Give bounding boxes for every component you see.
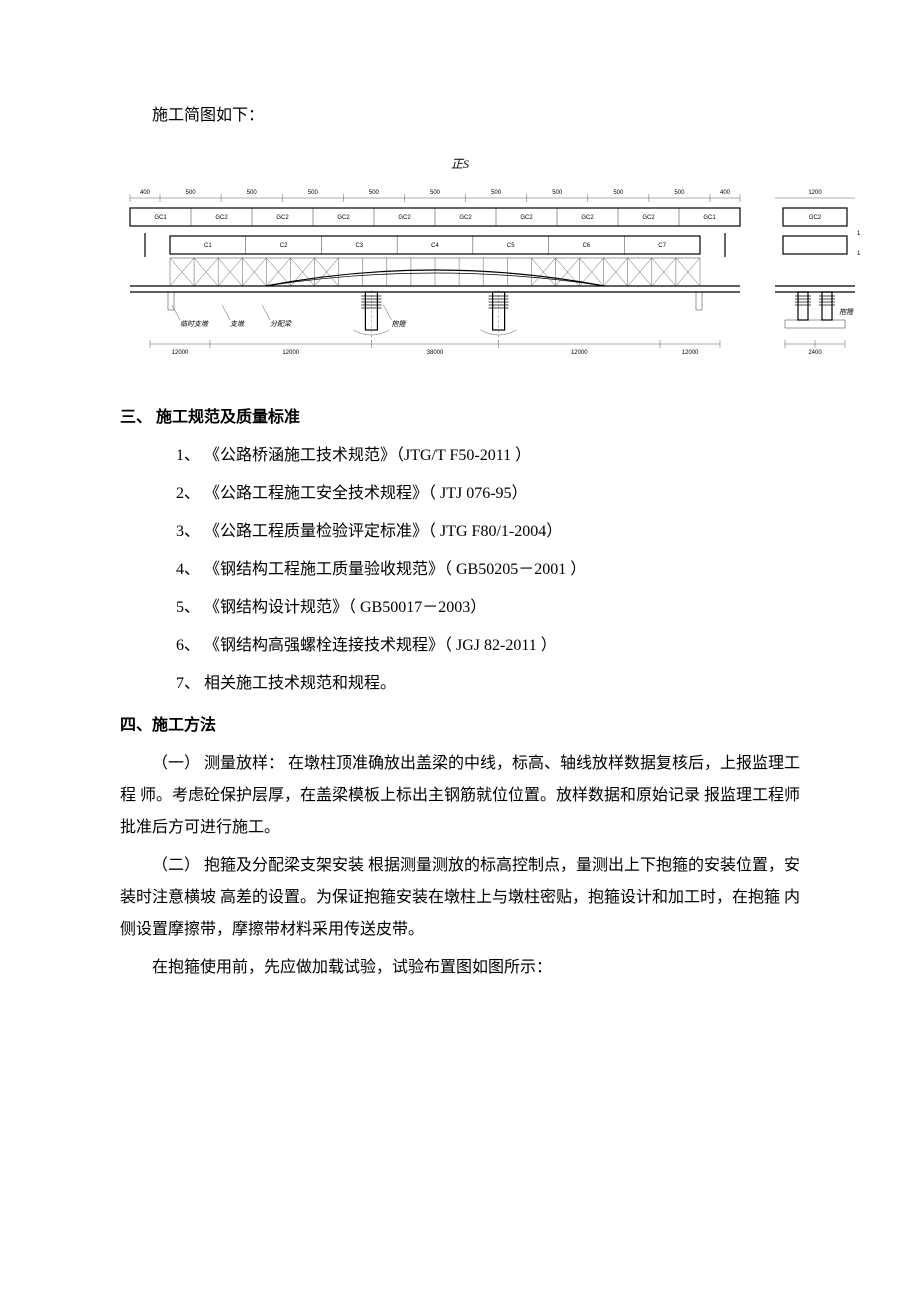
svg-text:500: 500 [674,190,685,196]
svg-text:GC1: GC1 [703,215,716,221]
svg-text:GC2: GC2 [520,215,533,221]
bridge-elevation-svg: 400 500 500 500 500 500 500 500 500 500 400 GC1 GC2 G… [120,180,860,360]
svg-text:12000: 12000 [172,350,189,356]
svg-text:支墩: 支墩 [230,320,245,328]
svg-text:GC2: GC2 [398,215,411,221]
svg-text:GC2: GC2 [581,215,594,221]
svg-text:1200: 1200 [808,190,822,196]
spec-item-5: 5、 《钢结构设计规范》（ GB50017－2003） [120,592,800,624]
svg-text:C2: C2 [280,243,288,249]
svg-text:GC2: GC2 [337,215,350,221]
svg-text:GC2: GC2 [642,215,655,221]
spec-item-7: 7、 相关施工技术规范和规程。 [120,668,800,700]
svg-text:500: 500 [247,190,258,196]
method-para-2: （二） 抱箍及分配梁支架安装 根据测量测放的标高控制点，量测出上下抱箍的安装位置… [120,850,800,946]
method-para-1: （一） 测量放样： 在墩柱顶准确放出盖梁的中线，标高、轴线放样数据复核后，上报监… [120,748,800,844]
svg-text:2400: 2400 [808,350,822,356]
svg-text:400: 400 [720,190,731,196]
svg-text:500: 500 [186,190,197,196]
svg-text:38000: 38000 [427,350,444,356]
svg-text:500: 500 [613,190,624,196]
method-para-3: 在抱箍使用前，先应做加载试验，试验布置图如图所示： [120,952,800,984]
spec-item-1: 1、 《公路桥涵施工技术规范》（JTG/T F50-2011 ） [120,440,800,472]
svg-text:12000: 12000 [282,350,299,356]
construction-diagram: 正S 400 500 500 500 500 500 500 500 500 500 400 GC1 G… [120,152,800,372]
svg-text:500: 500 [491,190,502,196]
svg-text:GC1: GC1 [154,215,167,221]
svg-text:GC2: GC2 [215,215,228,221]
spec-item-3: 3、 《公路工程质量检验评定标准》（ JTG F80/1-2004） [120,516,800,548]
svg-text:400: 400 [140,190,151,196]
svg-text:C5: C5 [507,243,515,249]
spec-item-6: 6、 《钢结构高强螺栓连接技术规程》（ JGJ 82-2011 ） [120,630,800,662]
svg-text:1200: 1200 [857,231,860,237]
intro-text: 施工简图如下： [120,100,800,132]
svg-text:500: 500 [430,190,441,196]
svg-text:500: 500 [552,190,563,196]
section4-body: （一） 测量放样： 在墩柱顶准确放出盖梁的中线，标高、轴线放样数据复核后，上报监… [120,748,800,984]
svg-text:抱箍: 抱箍 [391,320,406,328]
section4-heading: 四、施工方法 [120,710,800,742]
svg-text:1200: 1200 [857,251,860,257]
svg-text:C4: C4 [431,243,439,249]
svg-text:GC2: GC2 [459,215,472,221]
svg-text:C7: C7 [658,243,666,249]
section3-heading: 三、 施工规范及质量标准 [120,402,800,434]
spec-item-4: 4、 《钢结构工程施工质量验收规范》（ GB50205－2001 ） [120,554,800,586]
svg-text:分配梁: 分配梁 [270,320,292,328]
svg-text:GC2: GC2 [276,215,289,221]
svg-text:500: 500 [369,190,380,196]
svg-text:12000: 12000 [571,350,588,356]
svg-text:C3: C3 [355,243,363,249]
svg-text:GC2: GC2 [809,215,822,221]
section3-list: 1、 《公路桥涵施工技术规范》（JTG/T F50-2011 ） 2、 《公路工程… [120,440,800,700]
svg-text:500: 500 [308,190,319,196]
svg-text:抱箍: 抱箍 [839,308,854,316]
svg-text:临时支墩: 临时支墩 [180,320,209,328]
svg-text:C6: C6 [583,243,591,249]
diagram-title: 正S [120,152,800,176]
svg-text:12000: 12000 [682,350,699,356]
svg-text:C1: C1 [204,243,212,249]
spec-item-2: 2、 《公路工程施工安全技术规程》（ JTJ 076-95） [120,478,800,510]
